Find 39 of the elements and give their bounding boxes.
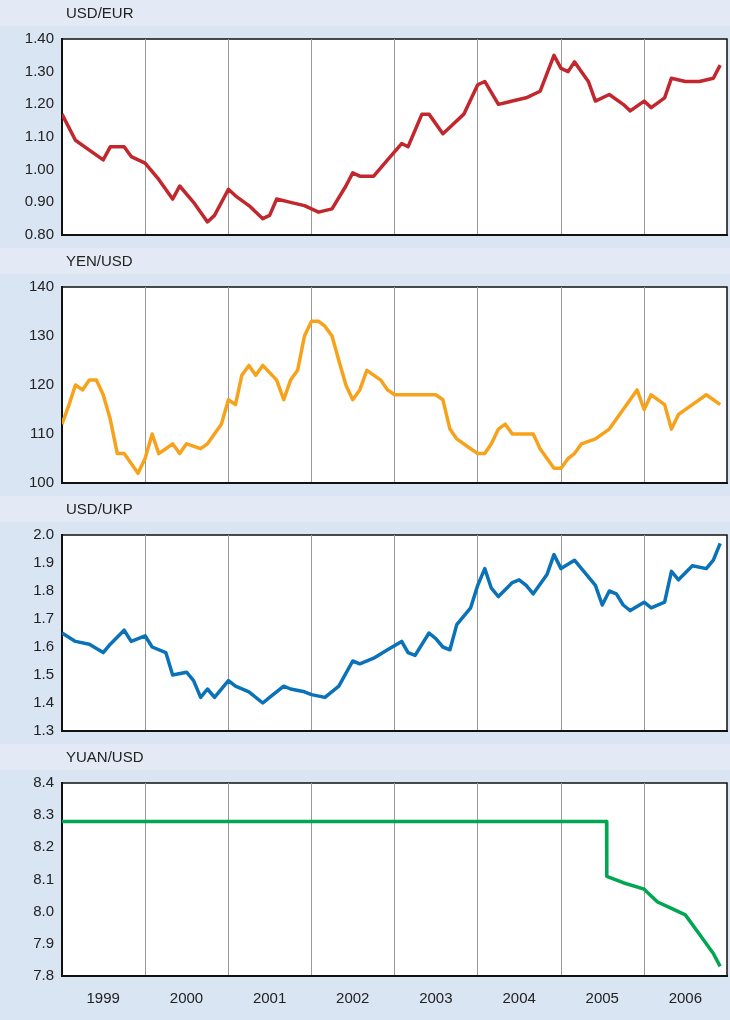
y-tick-label: 140	[28, 277, 54, 295]
y-tick-label: 1.9	[33, 553, 54, 571]
y-tick-label: 1.30	[24, 61, 54, 79]
y-tick-label: 130	[28, 326, 54, 344]
y-tick-label: 1.40	[24, 29, 54, 47]
y-tick-label: 0.90	[24, 192, 54, 210]
y-tick-label: 8.4	[33, 773, 54, 791]
x-tick-label: 2006	[668, 989, 703, 1007]
y-tick-label: 8.1	[33, 869, 54, 887]
x-tick-label: 1999	[86, 989, 120, 1007]
y-tick-label: 120	[28, 375, 54, 393]
x-tick-label: 2000	[169, 989, 204, 1007]
y-tick-label: 7.8	[33, 966, 54, 984]
y-tick-label: 100	[28, 473, 54, 491]
y-tick-label: 1.10	[24, 127, 54, 145]
x-tick-label: 2002	[336, 989, 370, 1007]
chart-title: USD/UKP	[0, 496, 730, 522]
y-tick-label: 110	[30, 424, 54, 442]
x-tick-label: 2004	[502, 989, 536, 1007]
y-tick-label: 7.9	[33, 933, 54, 951]
y-tick-label: 1.4	[33, 693, 54, 711]
y-tick-label: 1.6	[33, 637, 54, 655]
y-tick-label: 2.0	[33, 525, 54, 543]
chart-title: YEN/USD	[0, 248, 730, 274]
y-tick-label: 1.3	[33, 721, 54, 739]
y-tick-label: 1.20	[24, 94, 54, 112]
x-tick-label: 2005	[585, 989, 619, 1007]
y-tick-label: 1.8	[33, 581, 54, 599]
y-tick-label: 1.00	[24, 159, 54, 177]
y-tick-label: 8.2	[33, 837, 54, 855]
y-tick-label: 0.80	[24, 225, 54, 243]
y-tick-label: 8.0	[33, 901, 54, 919]
chart-title: YUAN/USD	[0, 744, 730, 770]
chart-title: USD/EUR	[0, 0, 730, 26]
x-tick-label: 2001	[252, 989, 287, 1007]
y-tick-label: 8.3	[33, 805, 54, 823]
x-tick-label: 2003	[419, 989, 453, 1007]
y-tick-label: 1.5	[33, 665, 54, 683]
y-tick-label: 1.7	[33, 609, 54, 627]
